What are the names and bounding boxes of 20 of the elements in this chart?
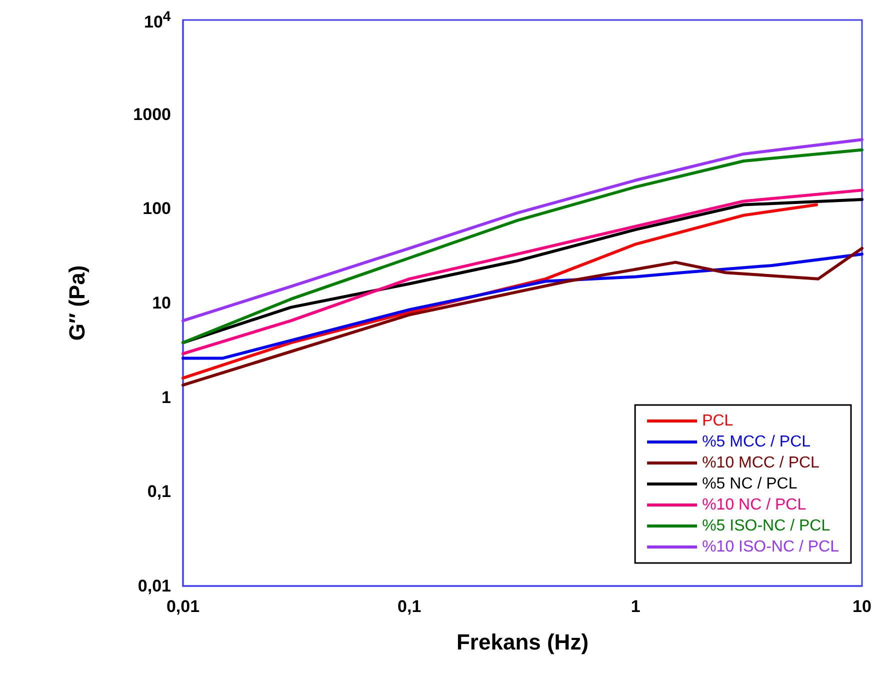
y-tick-label: 1000	[133, 104, 171, 124]
legend-label: %5 NC / PCL	[702, 476, 798, 492]
legend-label: %5 MCC / PCL	[702, 434, 811, 450]
x-tick-label: 10	[852, 597, 872, 616]
y-tick-label: 0,01	[138, 576, 171, 596]
y-axis-title: G″ (Pa)	[64, 265, 90, 341]
legend-label: %10 MCC / PCL	[702, 454, 820, 472]
legend-label: %5 ISO-NC / PCL	[702, 518, 830, 534]
x-tick-label: 0,1	[398, 597, 422, 616]
y-tick-label: 0,1	[147, 482, 171, 502]
y-tick-label: 10$^{4}$	[144, 8, 171, 33]
x-tick-label: 1	[630, 597, 640, 616]
legend-label: %10 ISO-NC / PCL	[702, 538, 840, 556]
x-tick-label: 0,01	[166, 597, 200, 616]
legend-label: %10 NC / PCL	[702, 496, 806, 514]
legend-label: PCL	[702, 412, 734, 430]
x-axis-title: Frekans (Hz)	[456, 630, 589, 654]
y-tick-label: 1	[162, 388, 171, 407]
y-tick-label: 10	[152, 294, 171, 312]
y-tick-label: 100	[142, 199, 171, 218]
